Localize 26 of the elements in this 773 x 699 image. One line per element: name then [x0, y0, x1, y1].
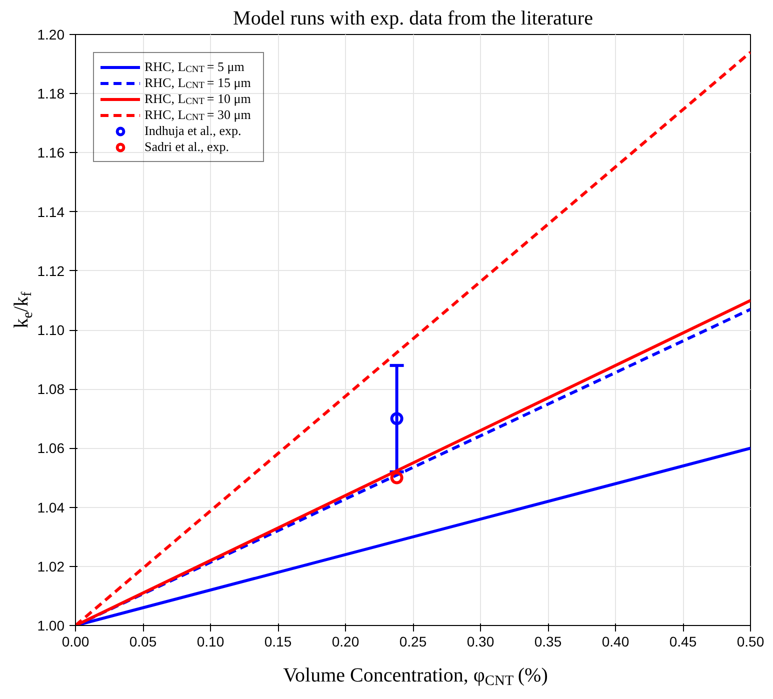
- x-tick-label: 0.50: [736, 634, 764, 650]
- y-tick-label: 1.12: [37, 262, 65, 279]
- legend-label: Sadri et al., exp.: [144, 139, 229, 154]
- x-tick-label: 0.30: [466, 634, 494, 650]
- y-tick-label: 1.02: [37, 558, 65, 574]
- y-tick-label: 1.18: [37, 86, 65, 102]
- x-tick-label: 0.25: [399, 634, 427, 650]
- chart-title: Model runs with exp. data from the literature: [233, 8, 594, 30]
- y-tick-label: 1.20: [37, 26, 65, 42]
- y-tick-label: 1.00: [37, 618, 65, 634]
- y-tick-label: 1.08: [37, 381, 65, 398]
- y-tick-label: 1.10: [37, 322, 65, 338]
- x-tick-label: 0.00: [62, 634, 90, 650]
- x-tick-label: 0.35: [534, 634, 562, 650]
- x-tick-label: 0.15: [264, 634, 292, 650]
- x-tick-label: 0.40: [602, 634, 630, 650]
- x-tick-label: 0.45: [669, 634, 697, 650]
- y-axis-title: ke/kf: [10, 291, 36, 328]
- y-tick-label: 1.06: [37, 440, 65, 456]
- x-tick-label: 0.05: [129, 634, 157, 650]
- legend-label: Indhuja et al., exp.: [144, 123, 242, 138]
- y-tick-label: 1.16: [37, 144, 65, 161]
- y-tick-label: 1.14: [37, 204, 65, 220]
- x-tick-label: 0.20: [332, 634, 360, 650]
- x-tick-label: 0.10: [196, 634, 224, 650]
- y-tick-label: 1.04: [37, 499, 65, 516]
